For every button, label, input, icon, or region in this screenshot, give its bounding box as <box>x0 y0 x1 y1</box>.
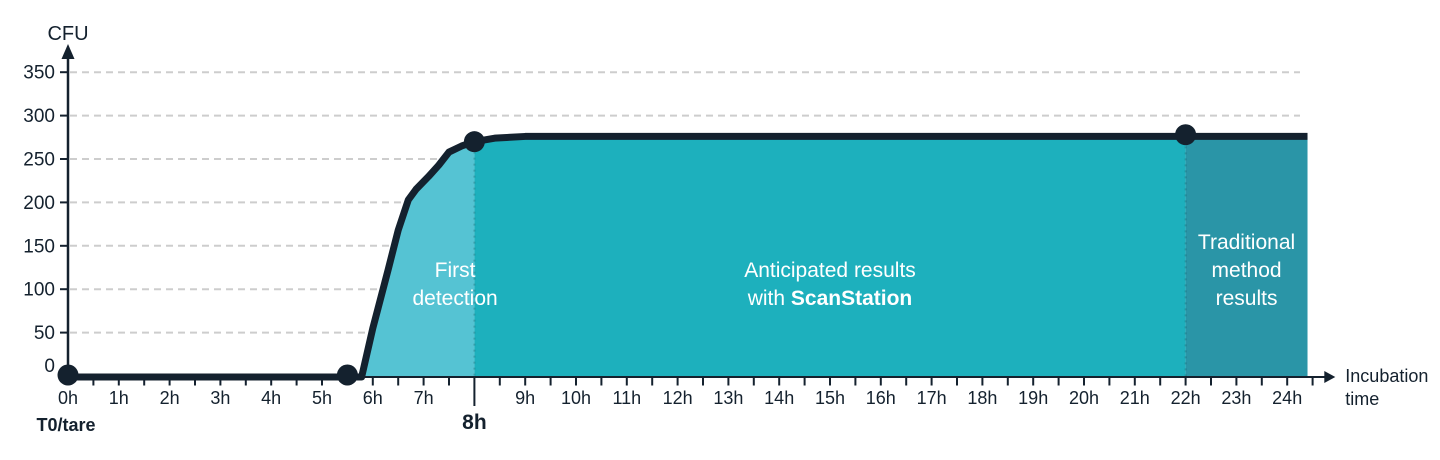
x-label-8h-emphasized: 8h <box>462 411 487 434</box>
x-label-24h: 24h <box>1272 388 1302 408</box>
x-label-7h: 7h <box>414 388 434 408</box>
y-tick-label-250: 250 <box>23 150 55 171</box>
data-point-5.5h <box>336 364 358 386</box>
origin-sublabel: T0/tare <box>36 415 95 435</box>
x-axis-title-line2: time <box>1345 389 1379 409</box>
region-label-traditional-method-line1: Traditional <box>1198 231 1295 254</box>
x-label-9h: 9h <box>515 388 535 408</box>
x-label-0h: 0h <box>58 388 78 408</box>
data-point-22h <box>1175 124 1197 146</box>
x-label-12h: 12h <box>663 388 693 408</box>
x-label-3h: 3h <box>210 388 230 408</box>
x-label-22h: 22h <box>1171 388 1201 408</box>
y-tick-label-0: 0 <box>44 356 55 377</box>
y-tick-label-300: 300 <box>23 106 55 127</box>
x-label-16h: 16h <box>866 388 896 408</box>
y-tick-label-200: 200 <box>23 193 55 214</box>
region-label-traditional-method-line2: method <box>1212 259 1282 282</box>
y-axis-title: CFU <box>47 23 88 45</box>
y-tick-label-100: 100 <box>23 280 55 301</box>
region-label-traditional-method-line3: results <box>1216 287 1278 310</box>
data-point-0h <box>57 364 79 386</box>
y-tick-label-350: 350 <box>23 63 55 84</box>
x-label-14h: 14h <box>764 388 794 408</box>
x-label-13h: 13h <box>713 388 743 408</box>
x-axis-title-line1: Incubation <box>1345 366 1428 386</box>
x-label-1h: 1h <box>109 388 129 408</box>
x-label-20h: 20h <box>1069 388 1099 408</box>
x-label-23h: 23h <box>1221 388 1251 408</box>
x-label-2h: 2h <box>160 388 180 408</box>
x-label-18h: 18h <box>967 388 997 408</box>
region-label-anticipated-scanstation-line2: with ScanStation <box>747 287 913 310</box>
region-label-first-detection-line1: First <box>435 259 476 282</box>
x-label-19h: 19h <box>1018 388 1048 408</box>
region-label-anticipated-scanstation-line1: Anticipated results <box>744 259 916 282</box>
x-label-11h: 11h <box>612 388 641 408</box>
x-axis-arrow-icon <box>1324 371 1336 383</box>
y-axis-arrow-icon <box>61 44 75 59</box>
region-label-first-detection-line2: detection <box>412 287 497 310</box>
region-traditional-method <box>1185 136 1308 377</box>
region-anticipated-scanstation <box>474 136 1186 377</box>
x-label-6h: 6h <box>363 388 383 408</box>
y-tick-label-50: 50 <box>34 323 55 344</box>
data-point-8h <box>463 131 485 153</box>
x-label-17h: 17h <box>917 388 947 408</box>
x-label-15h: 15h <box>815 388 845 408</box>
x-label-5h: 5h <box>312 388 332 408</box>
x-label-4h: 4h <box>261 388 281 408</box>
x-label-10h: 10h <box>561 388 591 408</box>
x-label-21h: 21h <box>1120 388 1150 408</box>
region-first-detection <box>361 141 475 377</box>
y-tick-label-150: 150 <box>23 236 55 257</box>
